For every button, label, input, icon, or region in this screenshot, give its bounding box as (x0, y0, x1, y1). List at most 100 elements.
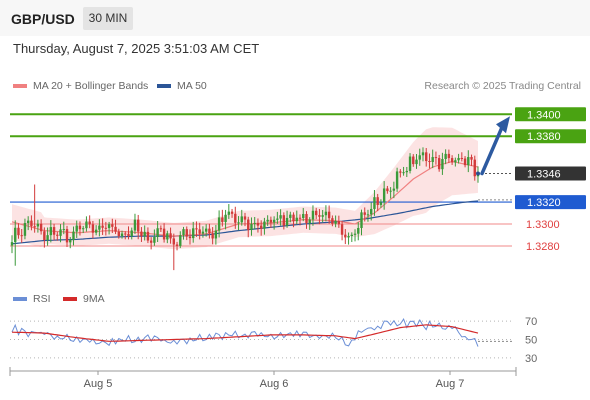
candle-body (185, 229, 188, 237)
candle-body (17, 227, 20, 236)
candle-body (72, 231, 75, 241)
candle-body (230, 211, 234, 214)
candle-body (98, 225, 101, 230)
rsi-tick-50: 50 (525, 335, 537, 347)
candle-body (347, 235, 350, 238)
candle-body (318, 215, 321, 217)
forecast-arrow-head (496, 116, 510, 134)
candle-body (292, 214, 295, 222)
pivot-level-box (515, 195, 586, 210)
rsi-tick-30: 30 (525, 353, 537, 365)
rsi-line (11, 318, 479, 347)
candle-body (382, 188, 386, 203)
x-tick-label: Aug 6 (260, 378, 289, 390)
candle-body (137, 219, 140, 232)
candle-body (460, 157, 464, 159)
candle-body (159, 228, 163, 230)
candle-body (217, 217, 221, 231)
candle-body (192, 228, 195, 239)
candle-body (130, 230, 133, 237)
legend-rsi: RSI (13, 293, 51, 305)
candle-body (182, 229, 185, 236)
candle-body (14, 227, 17, 243)
candle-body (124, 233, 127, 235)
candle-body (208, 228, 211, 234)
candle-body (392, 188, 396, 191)
candle-body (399, 171, 402, 173)
candle-body (227, 211, 231, 215)
candle-body (120, 233, 124, 236)
candle-body (447, 153, 451, 159)
candle-body (175, 244, 179, 246)
candle-body (266, 219, 269, 222)
candle-body (36, 223, 40, 227)
candle-body (421, 152, 425, 156)
candle-body (295, 217, 298, 222)
candle-body (340, 224, 344, 235)
candle-body (350, 234, 353, 236)
candle-body (201, 231, 205, 234)
candle-body (234, 213, 237, 223)
candle-body (179, 235, 182, 246)
candle-body (253, 223, 256, 225)
pivot-level-label: 1.3320 (527, 197, 561, 209)
candle-body (146, 231, 150, 241)
candle-body (298, 217, 302, 219)
candle-body (444, 153, 447, 159)
timeframe-button[interactable]: 30 MIN (83, 7, 133, 30)
candle-body (114, 226, 117, 232)
candle-body (69, 240, 72, 243)
candle-body (289, 214, 292, 218)
candle-body (10, 242, 14, 246)
legend-ma20: MA 20 + Bollinger Bands (13, 80, 148, 92)
candle-body (454, 160, 457, 163)
candle-body (344, 234, 347, 238)
target-level-box-1 (515, 129, 586, 144)
last-price-label: 1.3346 (527, 169, 561, 181)
candle-body (59, 229, 62, 236)
candle-body (467, 157, 470, 166)
candle-body (269, 219, 273, 223)
candle-body (214, 230, 218, 239)
candle-body (46, 235, 49, 240)
candle-body (389, 190, 392, 192)
candle-body (133, 219, 137, 231)
candle-body (379, 202, 383, 205)
ma50-line (11, 200, 479, 245)
candle-body (308, 219, 311, 224)
rsi-tick-70: 70 (525, 316, 537, 328)
candle-body (162, 228, 166, 240)
candle-body (30, 220, 33, 227)
candle-body (314, 210, 318, 216)
header-bar: GBP/USD 30 MIN (0, 0, 590, 36)
candle-body (282, 215, 286, 226)
candle-body (247, 219, 250, 231)
candle-body (331, 218, 334, 224)
candle-body (221, 217, 224, 222)
x-tick-label: Aug 5 (84, 378, 113, 390)
candle-body (111, 224, 114, 227)
candle-body (23, 223, 27, 236)
candle-body (169, 233, 172, 239)
candle-body (172, 238, 176, 245)
candle-body (324, 211, 328, 216)
candle-body (156, 228, 159, 238)
candle-body (39, 223, 43, 232)
candle-body (256, 223, 260, 226)
legend-ma20-label: MA 20 + Bollinger Bands (33, 80, 149, 92)
last-price-box (515, 166, 586, 181)
candle-body (321, 215, 324, 217)
copyright: Research © 2025 Trading Central (424, 80, 581, 92)
candle-body (85, 221, 88, 229)
forecast-arrow-shaft (480, 125, 504, 176)
last-price-dot (476, 171, 480, 176)
candle-body (91, 224, 95, 233)
candle-body (78, 225, 82, 230)
candle-body (441, 158, 444, 170)
candle-body (195, 228, 198, 230)
candle-body (140, 231, 143, 237)
candle-body (337, 221, 341, 225)
candle-body (405, 170, 409, 173)
candle-body (198, 229, 201, 234)
